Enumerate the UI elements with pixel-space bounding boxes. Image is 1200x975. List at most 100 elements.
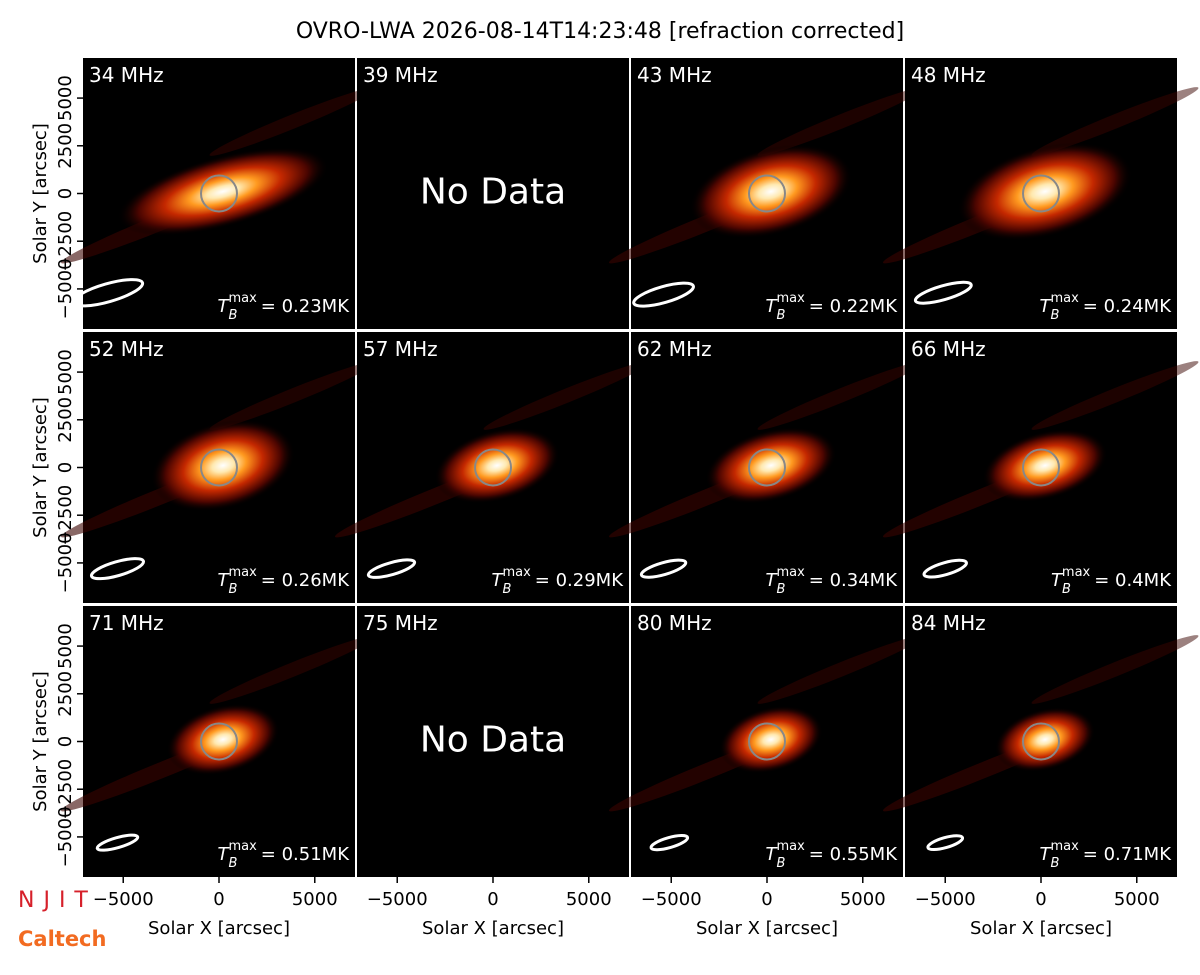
tb-max-label: TBmax = 0.51MK [218,839,351,871]
tb-symbol: T [766,570,779,591]
y-tick-label: −5000 [55,258,76,319]
x-tick-label: −5000 [915,889,976,910]
x-tick-label: 5000 [566,889,612,910]
tb-max-label: TBmax = 0.34MK [766,565,899,597]
radio-source [166,703,280,776]
tb-symbol: T [766,844,779,865]
solar-limb [748,722,786,761]
tb-sub: B [1062,582,1071,597]
frequency-label: 57 MHz [363,337,438,361]
panel: TBmax = 0.34MK 62 MHz [608,332,925,603]
x-axis-label: Solar X [arcsec] [696,918,838,939]
radio-source [689,144,853,239]
x-tick-label: 5000 [840,889,886,910]
streak [209,635,377,704]
frequency-label: 48 MHz [911,63,986,87]
beam [632,281,695,308]
panel: TBmax = 0.4MK 66 MHz [882,332,1199,603]
solar-limb [748,174,786,213]
tb-sup: max [1062,565,1091,580]
beam [922,558,968,579]
panel: TBmax = 0.29MK 57 MHz [334,332,651,603]
tb-value: = 0.55MK [809,844,898,865]
panel-background [357,58,629,329]
solar-limb [1022,448,1060,487]
tb-sup: max [1050,291,1079,306]
streak [1031,87,1199,156]
x-axis-label: Solar X [arcsec] [970,918,1112,939]
solar-limb [200,174,238,213]
streak [1031,361,1199,430]
no-data: No Data [420,720,566,761]
radio-source [994,707,1096,772]
frequency-label: 39 MHz [363,63,438,87]
tb-max-label: TBmax = 0.26MK [218,565,351,597]
tb-sub: B [777,582,786,597]
beam [639,558,688,579]
tb-value: = 0.26MK [261,570,350,591]
tb-sup: max [228,291,257,306]
x-axis-label: Solar X [arcsec] [422,918,564,939]
tb-sub: B [229,308,238,323]
frequency-label: 75 MHz [363,611,438,635]
frequency-label: 66 MHz [911,337,986,361]
tb-max-label: TBmax = 0.71MK [1040,839,1173,871]
tb-symbol: T [218,844,231,865]
tb-symbol: T [492,570,505,591]
beam [89,557,146,581]
y-tick-label: −5000 [55,532,76,593]
panel: TBmax = 0.24MK 48 MHz [882,58,1199,329]
solar-limb [200,448,238,487]
beam [649,834,690,852]
logo-njit: NJIT [18,888,97,913]
tb-symbol: T [218,570,231,591]
y-axis-label: Solar Y [arcsec] [30,671,51,812]
streak [757,361,925,430]
tb-sub: B [503,582,512,597]
radio-source [705,427,837,504]
tb-sup: max [228,565,257,580]
radio-source [957,142,1133,241]
x-tick-label: 0 [487,889,498,910]
tb-max-label: TBmax = 0.4MK [1051,565,1172,597]
beam [913,280,973,305]
streak [209,361,377,430]
logo-caltech: Caltech [18,927,106,951]
figure-title: OVRO-LWA 2026-08-14T14:23:48 [refraction… [296,19,904,44]
streak [483,361,651,430]
streak [757,87,925,156]
y-tick-label: 5000 [55,75,76,121]
y-tick-label: −2500 [55,759,76,820]
radio-source [434,427,560,504]
streak [1031,635,1199,704]
y-tick-label: −2500 [55,485,76,546]
streak [209,87,377,156]
beam [95,833,140,852]
x-tick-label: −5000 [641,889,702,910]
tb-value: = 0.23MK [261,296,350,317]
solar-limb [474,448,512,487]
radio-source [982,429,1108,502]
y-tick-label: 2500 [55,123,76,169]
beam [926,834,965,852]
tb-value: = 0.24MK [1083,296,1172,317]
frequency-label: 52 MHz [89,337,164,361]
x-tick-label: 5000 [1114,889,1160,910]
y-axis-label: Solar Y [arcsec] [30,397,51,538]
solar-limb [200,722,238,761]
tb-value: = 0.4MK [1094,570,1172,591]
tb-sup: max [776,839,805,854]
y-tick-label: 2500 [55,671,76,717]
tb-sup: max [1050,839,1079,854]
tb-max-label: TBmax = 0.55MK [766,839,899,871]
tb-sub: B [229,856,238,871]
beam [366,558,417,579]
tb-symbol: T [1051,570,1064,591]
x-tick-label: 0 [213,889,224,910]
y-tick-label: 2500 [55,397,76,443]
y-tick-label: 0 [55,462,76,473]
